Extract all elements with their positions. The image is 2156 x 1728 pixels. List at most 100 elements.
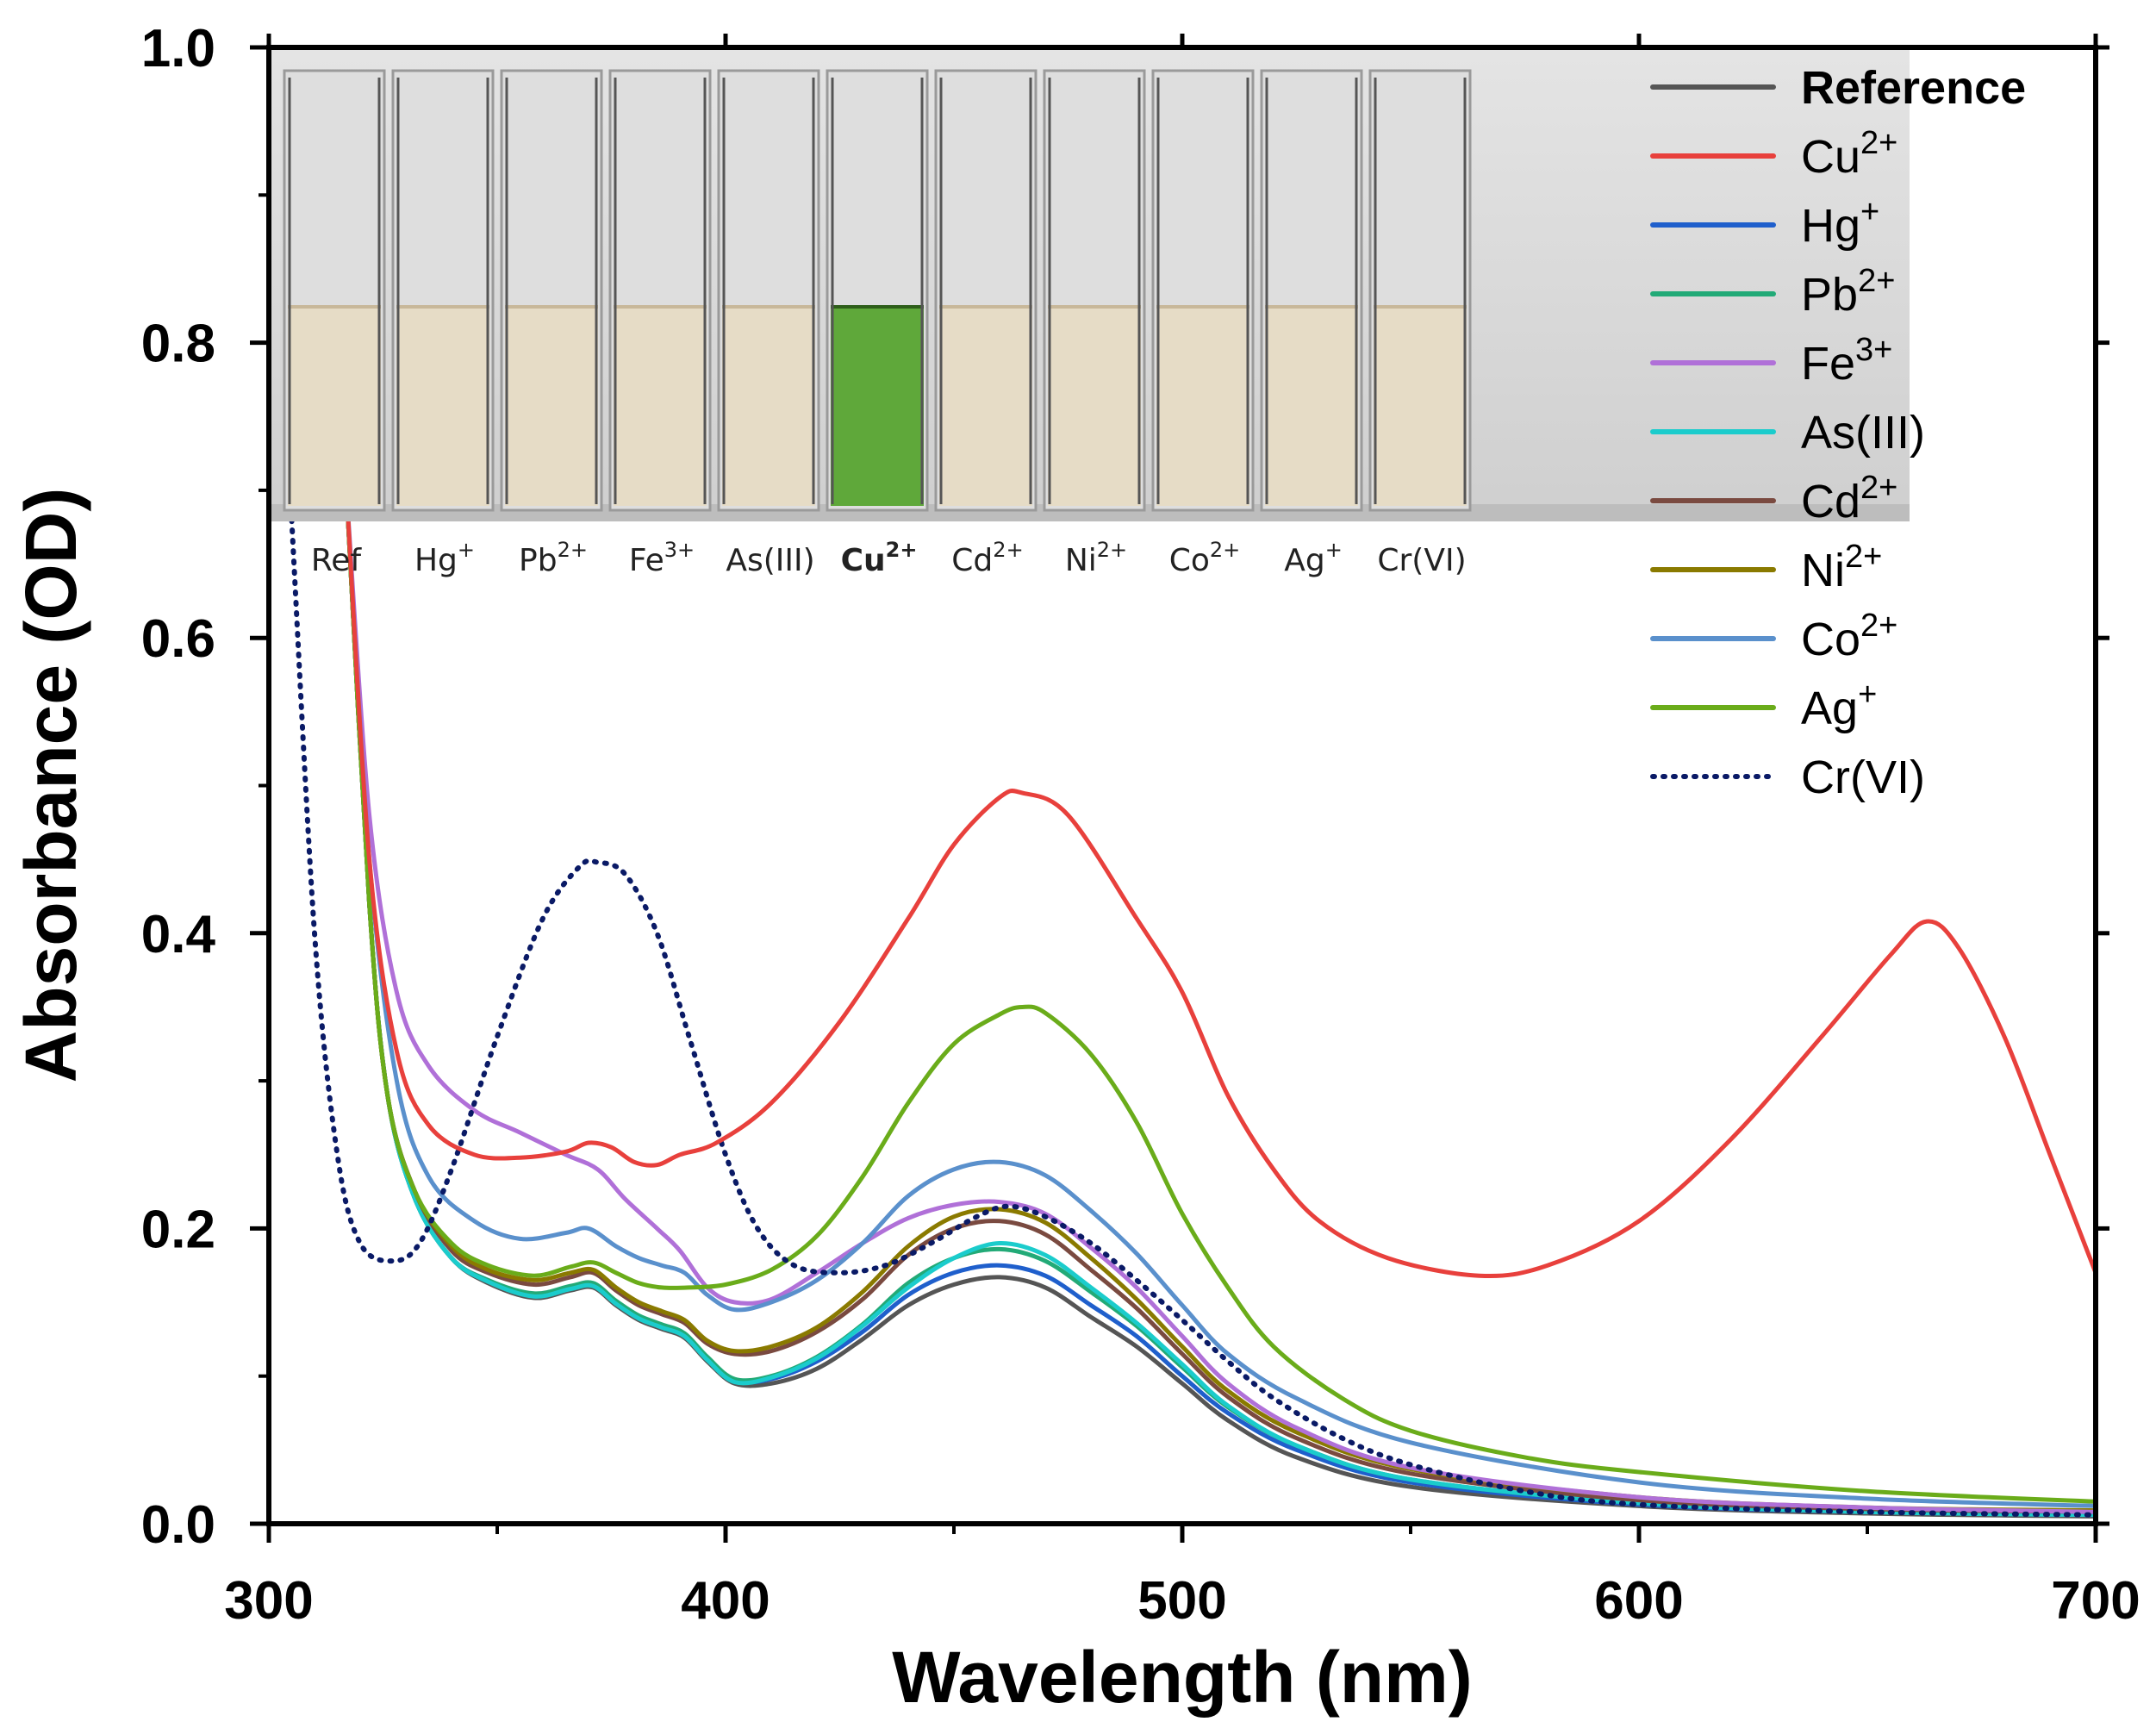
series-line-as-iii xyxy=(344,488,2096,1518)
cuvette-solution xyxy=(722,306,815,506)
series-line-co2 xyxy=(344,488,2096,1508)
cuvette-label: Co2+ xyxy=(1169,538,1241,578)
cuvette-solution xyxy=(939,306,1032,506)
legend-label-text: Cr(VI) xyxy=(1801,752,1925,803)
legend-label-text: Co xyxy=(1801,614,1860,665)
cuvette-label: Cu2+ xyxy=(841,538,918,578)
y-tick-label: 1.0 xyxy=(141,19,215,78)
legend-label-text: Ni xyxy=(1801,545,1845,596)
cuvette-photo-inset xyxy=(271,50,1910,521)
cuvette-label-text: Cu xyxy=(841,543,886,578)
cuvette xyxy=(1260,69,1363,512)
legend-label-superscript: 2+ xyxy=(1858,263,1895,299)
cuvette-solution xyxy=(1265,306,1358,506)
legend-label: Reference xyxy=(1801,62,2026,114)
cuvette-solution xyxy=(1156,306,1249,506)
legend-label-text: Fe xyxy=(1801,338,1855,390)
cuvette-label-row: Ref Hg+ Pb2+ Fe3+ As(III) Cu2+ Cd2+ Ni2+ Co2+ Ag+… xyxy=(311,538,1467,578)
cuvette-label: Ni2+ xyxy=(1065,538,1127,578)
cuvette-label-text: Pb xyxy=(519,543,558,578)
cuvette-solution xyxy=(505,306,598,506)
cuvette xyxy=(826,69,929,512)
cuvette-solution xyxy=(396,306,489,506)
cuvette xyxy=(391,69,495,512)
cuvette-label-superscript: 2+ xyxy=(993,538,1023,562)
x-axis-title: Wavelength (nm) xyxy=(892,1637,1473,1718)
legend-label: Ni2+ xyxy=(1801,539,1882,596)
cuvette-label-text: Ag xyxy=(1284,543,1324,578)
legend-label-superscript: 3+ xyxy=(1855,332,1892,368)
legend-label: Hg+ xyxy=(1801,194,1879,252)
cuvette-solution xyxy=(614,306,707,506)
cuvette-label-superscript: 2+ xyxy=(1210,538,1240,562)
cuvette-label-superscript: 2+ xyxy=(558,538,588,562)
legend-label: Cd2+ xyxy=(1801,470,1897,527)
cuvette xyxy=(1368,69,1472,512)
cuvette-label: Cr(VI) xyxy=(1377,543,1466,578)
legend-label-superscript: 2+ xyxy=(1845,539,1882,575)
cuvette-label: Cd2+ xyxy=(951,538,1023,578)
x-tick-label: 700 xyxy=(2051,1571,2140,1631)
cuvette xyxy=(283,69,386,512)
cuvette-label-superscript: 3+ xyxy=(664,538,695,562)
y-tick-label: 0.0 xyxy=(141,1495,215,1555)
x-tick-label: 500 xyxy=(1137,1571,1226,1631)
cuvette-label-text: Co xyxy=(1169,543,1210,578)
x-tick-label: 300 xyxy=(224,1571,313,1631)
series-line-ag xyxy=(344,488,2096,1504)
legend: ReferenceCu2+Hg+Pb2+Fe3+As(III)Cd2+Ni2+C… xyxy=(1650,62,2026,803)
cuvette-solution xyxy=(1374,306,1467,506)
x-tick-label: 400 xyxy=(681,1571,770,1631)
cuvette xyxy=(608,69,712,512)
cuvette xyxy=(1151,69,1255,512)
series-layer xyxy=(289,488,2096,1519)
cuvette-label: Pb2+ xyxy=(519,538,588,578)
cuvette-label-superscript: + xyxy=(1325,538,1343,562)
legend-label: Co2+ xyxy=(1801,608,1897,665)
series-line-cr-vi xyxy=(289,517,2096,1518)
y-tick-label: 0.8 xyxy=(141,315,215,374)
cuvette-label: As(III) xyxy=(726,543,814,578)
series-line-cu2 xyxy=(344,488,2096,1279)
y-tick-label: 0.6 xyxy=(141,609,215,669)
legend-label: Cu2+ xyxy=(1801,125,1897,183)
cuvette-label-text: Ni xyxy=(1065,543,1097,578)
legend-label-superscript: 2+ xyxy=(1860,608,1897,644)
cuvette-label-text: As(III) xyxy=(726,543,814,578)
legend-label-superscript: 2+ xyxy=(1860,470,1897,506)
legend-label-superscript: 2+ xyxy=(1860,125,1897,161)
legend-label: Ag+ xyxy=(1801,677,1877,734)
x-tick-label: 600 xyxy=(1594,1571,1683,1631)
cuvette-solution xyxy=(1048,306,1141,506)
legend-label-text: Hg xyxy=(1801,200,1860,252)
cuvette xyxy=(934,69,1037,512)
cuvette-label-text: Cr(VI) xyxy=(1377,543,1466,578)
legend-label-text: Pb xyxy=(1801,269,1858,321)
cuvette-solution xyxy=(288,306,381,506)
legend-label-superscript: + xyxy=(1858,677,1877,713)
cuvette-row xyxy=(283,69,1472,512)
cuvette-label: Hg+ xyxy=(414,538,475,578)
cuvette-label: Ag+ xyxy=(1284,538,1343,578)
legend-label-text: Cu xyxy=(1801,131,1860,183)
legend-label-superscript: + xyxy=(1860,194,1879,230)
cuvette-label-superscript: 2+ xyxy=(1097,538,1127,562)
y-axis-title: Absorbance (OD) xyxy=(10,488,91,1083)
legend-label: As(III) xyxy=(1801,407,1925,459)
y-tick-label: 0.4 xyxy=(141,905,216,964)
legend-label: Fe3+ xyxy=(1801,332,1892,390)
cuvette xyxy=(500,69,603,512)
legend-label: Cr(VI) xyxy=(1801,752,1925,803)
cuvette-label-superscript: + xyxy=(458,538,475,562)
cuvette-label-text: Fe xyxy=(629,543,664,578)
cuvette-label: Fe3+ xyxy=(629,538,695,578)
legend-label-text: Cd xyxy=(1801,476,1860,527)
legend-label-text: As(III) xyxy=(1801,407,1925,459)
cuvette xyxy=(717,69,820,512)
cuvette xyxy=(1043,69,1146,512)
legend-label-text: Ag xyxy=(1801,683,1858,734)
cuvette-label-superscript: 2+ xyxy=(886,538,918,562)
legend-label-text: Reference xyxy=(1801,62,2026,114)
cuvette-solution xyxy=(831,306,924,506)
